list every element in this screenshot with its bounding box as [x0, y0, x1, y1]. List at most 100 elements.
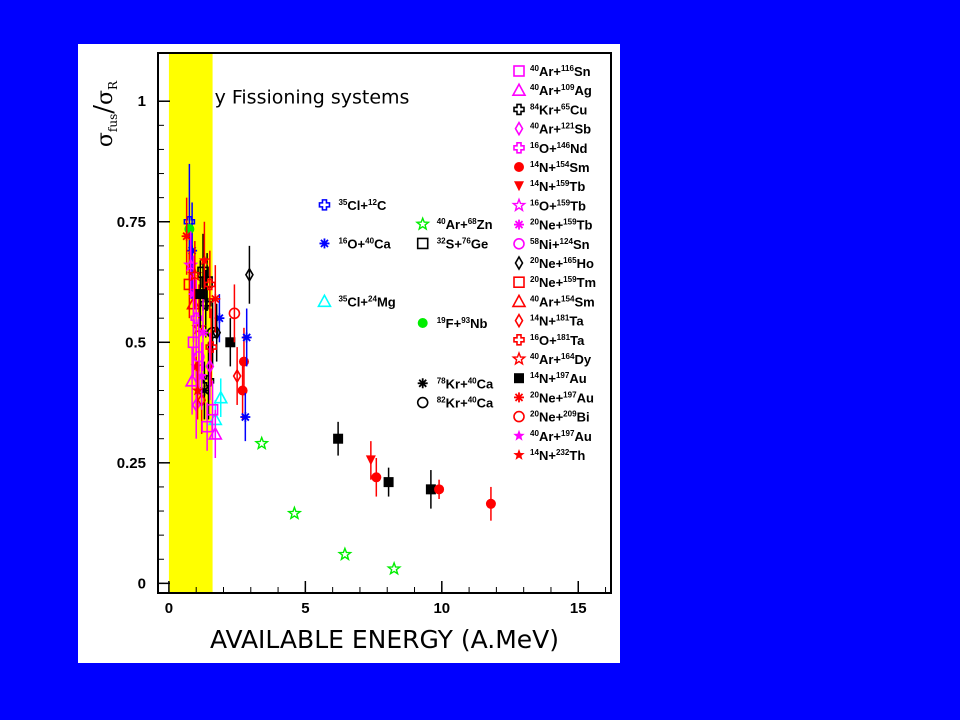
legend-marker — [513, 410, 525, 423]
x-tick-label: 0 — [165, 600, 173, 617]
legend-marker — [513, 333, 525, 346]
plot-annotation: y Fissioning systems — [215, 87, 410, 109]
data-point — [386, 560, 402, 576]
y-tick-label: 0.5 — [125, 334, 146, 351]
x-tick-label: 10 — [433, 600, 450, 617]
legend-marker — [416, 396, 429, 409]
legend-marker — [514, 255, 524, 271]
data-point — [198, 254, 211, 266]
data-point — [210, 293, 221, 304]
legend-entry: 20Ne+159Tb — [530, 218, 593, 233]
legend-entry: 84Kr+65Cu — [530, 102, 587, 117]
data-point — [198, 327, 209, 338]
data-point — [425, 484, 436, 495]
legend-marker — [511, 82, 527, 97]
data-point — [232, 368, 242, 384]
legend-marker — [513, 238, 525, 250]
legend-marker — [511, 197, 527, 212]
data-point — [190, 360, 202, 372]
data-point — [195, 289, 206, 300]
data-point — [240, 412, 251, 423]
data-point — [191, 384, 204, 396]
y-axis-label: σfus/σR — [89, 80, 120, 147]
legend-marker — [318, 199, 331, 211]
legend-marker — [514, 219, 524, 230]
x-tick-label: 15 — [570, 600, 587, 617]
legend-marker — [415, 216, 431, 231]
legend-entry: 20Ne+165Ho — [530, 256, 594, 271]
data-point — [205, 341, 218, 353]
y-tick-label: 1 — [138, 93, 146, 110]
figure-panel: 0 0.25 0.5 0.75 1 0 5 10 15 AVAILABLE ENERGY (A.M… — [78, 44, 620, 663]
data-point — [181, 231, 192, 242]
data-point — [237, 385, 248, 396]
legend-marker — [513, 449, 525, 460]
legend-marker — [514, 373, 524, 384]
data-point — [244, 267, 254, 283]
data-point — [434, 484, 445, 495]
legend-entry: 16O+159Tb — [530, 198, 586, 213]
legend-entry: 16O+181Ta — [530, 333, 585, 348]
data-point — [228, 307, 241, 320]
legend-entry: 35Cl+24Mg — [338, 294, 395, 309]
plot-frame — [157, 52, 612, 594]
data-point — [212, 325, 222, 341]
legend-entry: 35Cl+12C — [338, 198, 387, 213]
legend-entry: 19F+93Nb — [437, 316, 488, 331]
data-point — [206, 403, 219, 416]
legend-entry: 16O+146Nd — [530, 141, 587, 156]
legend-marker — [514, 162, 524, 172]
legend-marker — [417, 318, 428, 328]
data-point — [238, 356, 249, 367]
data-point — [485, 498, 496, 509]
x-tick-label: 5 — [301, 600, 309, 617]
legend-entry: 40Ar+109Ag — [530, 83, 592, 98]
legend-entry: 16O+40Ca — [338, 236, 391, 251]
legend-entry: 14N+232Th — [530, 448, 585, 463]
legend-entry: 40Ar+116Sn — [530, 64, 591, 79]
data-point — [286, 505, 303, 520]
legend-entry: 58Ni+124Sn — [530, 237, 590, 252]
legend-marker — [511, 293, 527, 308]
legend-marker — [514, 392, 524, 403]
data-point — [204, 278, 216, 291]
data-point — [365, 455, 376, 466]
data-point — [187, 266, 203, 282]
data-point — [191, 397, 201, 413]
data-point — [333, 433, 344, 444]
data-point — [254, 435, 270, 450]
legend-entry: 82Kr+40Ca — [437, 396, 494, 411]
data-point — [196, 370, 208, 381]
legend-entry: 40Ar+154Sm — [530, 294, 595, 309]
legend-marker — [416, 237, 429, 250]
y-tick-label: 0.75 — [117, 214, 146, 231]
data-point — [225, 337, 236, 348]
y-tick-label: 0 — [138, 575, 146, 592]
legend-entry: 14N+197Au — [530, 371, 587, 386]
legend-entry: 20Ne+197Au — [530, 390, 594, 405]
legend-marker — [513, 276, 525, 288]
data-point — [337, 546, 353, 561]
legend-entry: 40Ar+121Sb — [530, 122, 591, 137]
data-point — [213, 390, 229, 404]
legend-marker — [417, 378, 428, 389]
legend-entry: 32S+76Ge — [437, 236, 489, 251]
legend-marker — [514, 181, 524, 192]
y-tick-label: 0.25 — [117, 455, 146, 472]
data-point — [371, 472, 382, 483]
legend-marker — [319, 238, 330, 249]
legend-entry: 40Ar+164Dy — [530, 352, 592, 367]
legend-entry: 14N+159Tb — [530, 179, 585, 194]
data-point — [205, 358, 215, 374]
legend-marker — [514, 121, 524, 137]
legend-marker — [514, 313, 524, 329]
data-point — [383, 477, 394, 488]
legend-entry: 20Ne+159Tm — [530, 275, 596, 290]
data-point — [241, 332, 252, 343]
legend-marker — [513, 429, 525, 441]
legend-entry: 40Ar+68Zn — [437, 217, 493, 232]
x-axis-label: AVAILABLE ENERGY (A.MeV) — [210, 625, 559, 654]
legend-marker — [513, 142, 525, 154]
legend-entry: 14N+181Ta — [530, 314, 584, 329]
